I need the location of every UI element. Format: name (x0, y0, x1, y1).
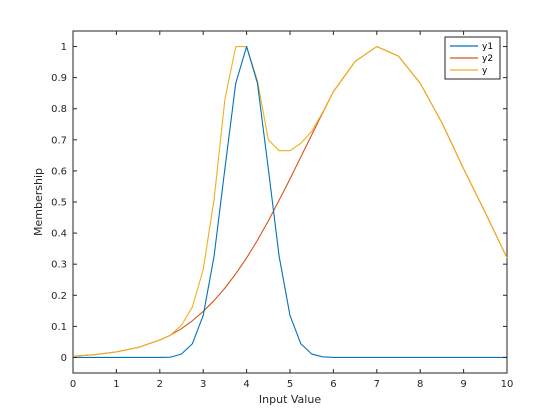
x-tick-label: 0 (70, 379, 76, 390)
x-tick-label: 1 (113, 379, 119, 390)
axes-box (72, 30, 508, 374)
y-tick-label: 0.2 (51, 291, 67, 302)
y-tick-label: 1 (61, 42, 67, 53)
plot-area (72, 30, 508, 374)
y-tick-label: 0.7 (51, 135, 67, 146)
y-tick-label: 0.4 (51, 229, 67, 240)
x-tick-label: 7 (374, 379, 380, 390)
y-axis-label: Membership (32, 168, 45, 236)
legend-label-y2: y2 (482, 54, 493, 64)
legend: y1 y2 y (444, 36, 501, 80)
x-tick-label: 8 (417, 379, 423, 390)
y-tick-label: 0.3 (51, 260, 67, 271)
ticks-layer: 0 1 2 3 4 5 6 7 8 9 10 0 0.1 0.2 0.3 0.4 0.5 0.6 0.7 0.8 0.9… (51, 31, 513, 390)
x-tick-label: 2 (157, 379, 163, 390)
x-tick-label: 4 (243, 379, 249, 390)
y-tick-label: 0 (61, 353, 67, 364)
y-tick-label: 0.1 (51, 322, 67, 333)
y-tick-label: 0.8 (51, 104, 67, 115)
y-tick-label: 0.6 (51, 166, 67, 177)
x-tick-label: 6 (330, 379, 336, 390)
x-tick-label: 5 (287, 379, 293, 390)
series-line-y (72, 45, 508, 357)
x-tick-label: 9 (460, 379, 466, 390)
y-tick-label: 0.9 (51, 73, 67, 84)
legend-label-y1: y1 (482, 42, 493, 52)
y-tick-label: 0.5 (51, 198, 67, 209)
x-tick-label: 3 (200, 379, 206, 390)
x-axis-label: Input Value (259, 393, 321, 406)
x-tick-label: 10 (501, 379, 514, 390)
series-line-y1 (73, 45, 507, 359)
legend-label-y: y (482, 66, 488, 76)
series-layer (72, 45, 508, 359)
